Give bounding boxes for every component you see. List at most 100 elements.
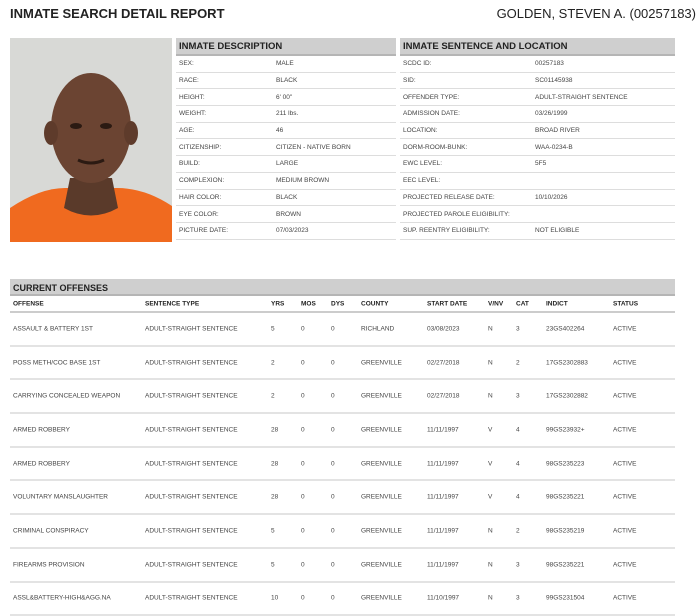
indict-cell: 23GS402264 <box>546 325 585 333</box>
sentence-type-cell: ADULT-STRAIGHT SENTENCE <box>145 325 238 333</box>
info-row: CITIZENSHIP: CITIZEN - NATIVE BORN <box>176 139 396 157</box>
mos-cell: 0 <box>301 460 305 468</box>
table-row: ASSL&BATTERY-HIGH&AGG.NA ADULT-STRAIGHT S… <box>10 583 675 616</box>
dys-cell: 0 <box>331 561 335 569</box>
mos-cell: 0 <box>301 325 305 333</box>
table-row: ARMED ROBBERY ADULT-STRAIGHT SENTENCE 28 0 0… <box>10 414 675 448</box>
current-offenses-title: CURRENT OFFENSES <box>10 279 675 296</box>
table-row: CRIMINAL CONSPIRACY ADULT-STRAIGHT SENTEN… <box>10 515 675 549</box>
info-row: EEC LEVEL: <box>400 173 675 190</box>
field-value: 00257183 <box>535 60 564 68</box>
yrs-cell: 10 <box>271 594 279 602</box>
info-row: RACE: BLACK <box>176 73 396 90</box>
yrs-cell: 5 <box>271 325 275 333</box>
field-label: HEIGHT: <box>179 93 205 101</box>
section-title: INMATE DESCRIPTION <box>176 38 396 56</box>
mos-cell: 0 <box>301 493 305 501</box>
cat-header: CAT <box>516 300 529 307</box>
info-row: SUP. REENTRY ELIGIBILITY: NOT ELIGIBLE <box>400 223 675 240</box>
info-row: PROJECTED PAROLE ELIGIBILITY: <box>400 206 675 223</box>
dys-cell: 0 <box>331 426 335 434</box>
yrs-cell: 28 <box>271 426 279 434</box>
inmate-sentence-table: INMATE SENTENCE AND LOCATION SCDC ID: 002… <box>400 38 675 240</box>
field-label: COMPLEXION: <box>179 177 225 185</box>
info-row: SCDC ID: 00257183 <box>400 56 675 73</box>
start-date-cell: 03/08/2023 <box>427 325 460 333</box>
start-date-cell: 02/27/2018 <box>427 359 460 367</box>
field-value: ADULT-STRAIGHT SENTENCE <box>535 93 628 101</box>
county-header: COUNTY <box>361 300 389 307</box>
offense-cell: ARMED ROBBERY <box>13 460 70 468</box>
dys-cell: 0 <box>331 493 335 501</box>
status-cell: ACTIVE <box>613 594 637 602</box>
field-value: SC01145938 <box>535 77 573 85</box>
yrs-cell: 5 <box>271 527 275 535</box>
mos-cell: 0 <box>301 426 305 434</box>
field-value: BLACK <box>276 193 298 201</box>
vnv-cell: N <box>488 561 493 569</box>
inmate-description-table: INMATE DESCRIPTION SEX: MALE RACE: BLACK HEI… <box>176 38 396 240</box>
field-value: BROWN <box>276 210 301 218</box>
offense-cell: ASSL&BATTERY-HIGH&AGG.NA <box>13 594 111 602</box>
info-row: EWC LEVEL: 5F5 <box>400 156 675 173</box>
inmate-photo <box>10 38 172 242</box>
status-cell: ACTIVE <box>613 426 637 434</box>
field-label: SUP. REENTRY ELIGIBILITY: <box>403 227 490 235</box>
sentence-type-cell: ADULT-STRAIGHT SENTENCE <box>145 493 238 501</box>
field-label: RACE: <box>179 77 199 85</box>
info-row: ADMISSION DATE: 03/26/1999 <box>400 106 675 123</box>
county-cell: GREENVILLE <box>361 493 402 501</box>
offense-cell: CARRYING CONCEALED WEAPON <box>13 392 121 400</box>
vnv-header: V/NV <box>488 300 504 307</box>
cat-cell: 3 <box>516 561 520 569</box>
info-row: HAIR COLOR: BLACK <box>176 190 396 207</box>
inmate-name: GOLDEN, STEVEN A. (00257183) <box>496 6 696 21</box>
start-date-header: START DATE <box>427 300 468 307</box>
sentence-type-cell: ADULT-STRAIGHT SENTENCE <box>145 561 238 569</box>
field-value: BLACK <box>276 77 298 85</box>
sentence-type-cell: ADULT-STRAIGHT SENTENCE <box>145 359 238 367</box>
field-value: NOT ELIGIBLE <box>535 227 580 235</box>
status-cell: ACTIVE <box>613 325 637 333</box>
info-row: EYE COLOR: BROWN <box>176 206 396 223</box>
vnv-cell: V <box>488 460 493 468</box>
vnv-cell: N <box>488 594 493 602</box>
indict-header: INDICT <box>546 300 568 307</box>
table-row: POSS METH/COC BASE 1ST ADULT-STRAIGHT SEN… <box>10 347 675 381</box>
field-value: WAA-0234-B <box>535 143 573 151</box>
info-row: OFFENDER TYPE: ADULT-STRAIGHT SENTENCE <box>400 89 675 107</box>
field-label: SID: <box>403 77 416 85</box>
info-row: BUILD: LARGE <box>176 156 396 173</box>
table-row: FIREARMS PROVISION ADULT-STRAIGHT SENTENC… <box>10 549 675 583</box>
start-date-cell: 11/11/1997 <box>427 527 459 535</box>
mos-header: MOS <box>301 300 316 307</box>
sentence-type-header: SENTENCE TYPE <box>145 300 200 307</box>
info-row: PROJECTED RELEASE DATE: 10/10/2026 <box>400 190 675 207</box>
mos-cell: 0 <box>301 527 305 535</box>
field-label: SEX: <box>179 60 194 68</box>
indict-cell: 98GS235223 <box>546 460 585 468</box>
cat-cell: 2 <box>516 359 520 367</box>
field-value: 46 <box>276 127 284 135</box>
yrs-cell: 2 <box>271 359 275 367</box>
info-row: WEIGHT: 211 lbs. <box>176 106 396 123</box>
start-date-cell: 11/11/1997 <box>427 426 459 434</box>
indict-cell: 17GS2302883 <box>546 359 588 367</box>
section-title: INMATE SENTENCE AND LOCATION <box>400 38 675 56</box>
start-date-cell: 11/11/1997 <box>427 561 459 569</box>
field-label: PROJECTED PAROLE ELIGIBILITY: <box>403 210 510 218</box>
yrs-cell: 5 <box>271 561 275 569</box>
status-cell: ACTIVE <box>613 392 637 400</box>
offense-cell: ARMED ROBBERY <box>13 426 70 434</box>
report-title: INMATE SEARCH DETAIL REPORT <box>10 6 225 21</box>
field-value: 10/10/2026 <box>535 193 568 201</box>
yrs-header: YRS <box>271 300 285 307</box>
dys-cell: 0 <box>331 325 335 333</box>
offense-cell: POSS METH/COC BASE 1ST <box>13 359 101 367</box>
indict-cell: 98GS235221 <box>546 493 585 501</box>
field-label: DORM-ROOM-BUNK: <box>403 143 468 151</box>
dys-cell: 0 <box>331 594 335 602</box>
info-row: HEIGHT: 6' 00" <box>176 89 396 107</box>
offense-cell: CRIMINAL CONSPIRACY <box>13 527 89 535</box>
vnv-cell: V <box>488 426 493 434</box>
